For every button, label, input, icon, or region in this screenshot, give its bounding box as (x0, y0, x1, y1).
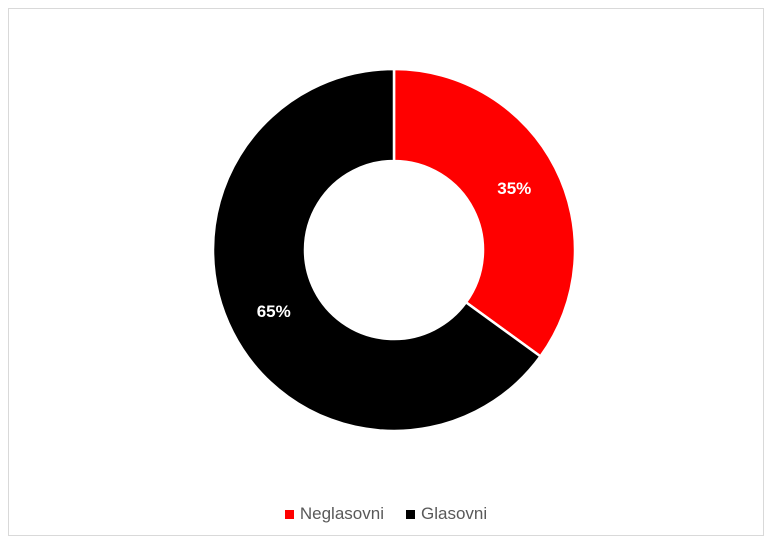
legend-swatch-glasovni (405, 509, 415, 519)
data-label-glasovni: 65% (257, 302, 291, 321)
data-label-neglasovni: 35% (497, 179, 531, 198)
slice-glasovni (211, 67, 543, 433)
legend: Neglasovni Glasovni (0, 504, 772, 524)
legend-item-glasovni: Glasovni (405, 504, 488, 524)
legend-item-neglasovni: Neglasovni (284, 504, 384, 524)
legend-swatch-neglasovni (284, 509, 294, 519)
legend-label-neglasovni: Neglasovni (299, 504, 384, 523)
legend-label-glasovni: Glasovni (420, 504, 488, 523)
slice-neglasovni (392, 67, 577, 359)
